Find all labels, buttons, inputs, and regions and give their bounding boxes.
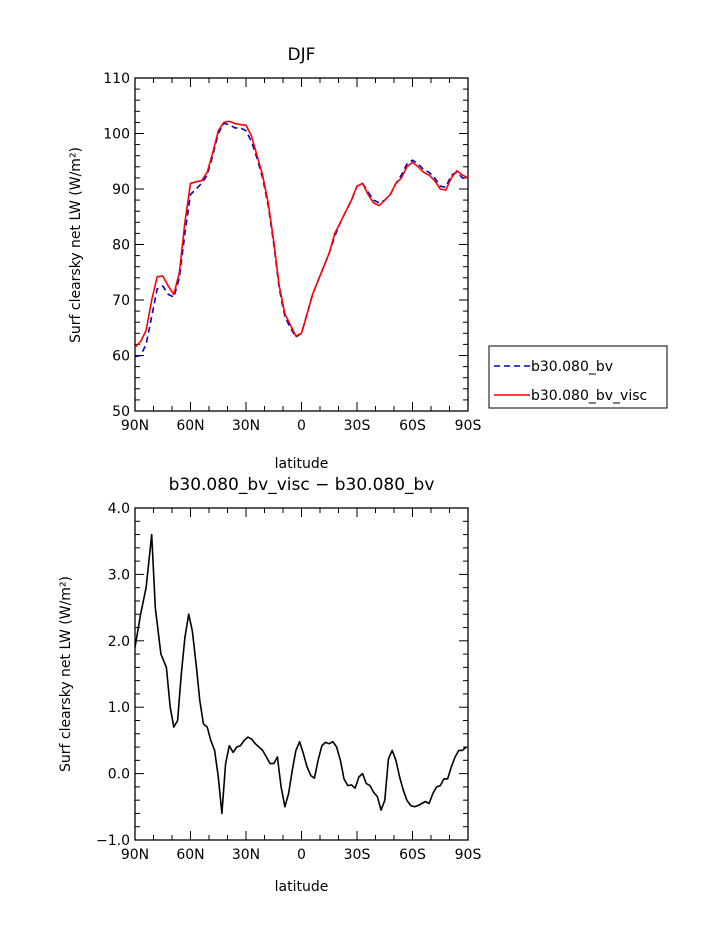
bottom-x-tick-label: 90S [455,847,482,863]
top-x-tick-label: 90N [121,418,149,434]
top-panel: DJF 50 60 70 80 90 100 110 90N 60N 30N 0 30S 60S 90S… [68,45,668,472]
bottom-x-tick-label: 60S [399,847,426,863]
top-y-tick-label: 100 [103,127,130,143]
bottom-y-tick-label: 1.0 [108,700,130,716]
top-series-lines [134,120,469,358]
bottom-x-tick-label: 30N [232,847,260,863]
bottom-x-tick-label: 0 [297,847,306,863]
top-y-tick-label: 90 [112,182,130,198]
bottom-chart-title: b30.080_bv_visc − b30.080_bv [169,475,435,495]
bottom-x-tick-label: 60N [176,847,204,863]
top-y-tick-label: 50 [112,404,130,420]
top-x-tick-label: 30N [232,418,260,434]
legend: b30.080_bv b30.080_bv_visc [488,345,668,409]
top-x-axis-label: latitude [275,456,329,472]
top-series-line-b30-080-bv-visc [134,120,469,348]
legend-label-b30-080-bv: b30.080_bv [531,359,613,375]
legend-box [488,345,668,409]
legend-label-b30-080-bv-visc: b30.080_bv_visc [531,388,647,404]
bottom-x-ticks: 90N 60N 30N 0 30S 60S 90S [121,508,482,863]
top-x-ticks: 90N 60N 30N 0 30S 60S 90S [121,78,482,434]
top-y-tick-label: 80 [112,238,130,254]
bottom-x-tick-label: 90N [121,847,149,863]
bottom-panel: b30.080_bv_visc − b30.080_bv −1.0 0.0 1.0 2… [58,475,481,895]
top-y-tick-label: 60 [112,349,130,365]
top-x-tick-label: 60S [399,418,426,434]
top-y-axis-label: Surf clearsky net LW (W/m²) [68,147,84,343]
top-x-tick-label: 90S [455,418,482,434]
bottom-y-axis-label: Surf clearsky net LW (W/m²) [58,576,74,772]
bottom-plot-frame [134,507,469,841]
bottom-y-tick-label: 4.0 [108,501,130,517]
bottom-y-tick-label: 3.0 [108,567,130,583]
top-chart-title: DJF [288,45,316,65]
bottom-y-tick-label: −1.0 [96,833,130,849]
top-x-tick-label: 60N [176,418,204,434]
top-x-tick-label: 0 [297,418,306,434]
bottom-x-axis-label: latitude [275,879,329,895]
bottom-y-ticks: −1.0 0.0 1.0 2.0 3.0 4.0 [96,501,468,849]
top-x-tick-label: 30S [344,418,371,434]
top-y-tick-label: 110 [103,71,130,87]
bottom-series-lines [134,533,467,815]
bottom-y-tick-label: 0.0 [108,767,130,783]
bottom-series-line-difference [134,533,467,815]
top-y-tick-label: 70 [112,293,130,309]
top-plot-frame [134,77,469,412]
top-series-line-b30-080-bv [134,122,469,358]
bottom-x-tick-label: 30S [344,847,371,863]
top-y-ticks: 50 60 70 80 90 100 110 [103,71,468,420]
bottom-y-tick-label: 2.0 [108,634,130,650]
